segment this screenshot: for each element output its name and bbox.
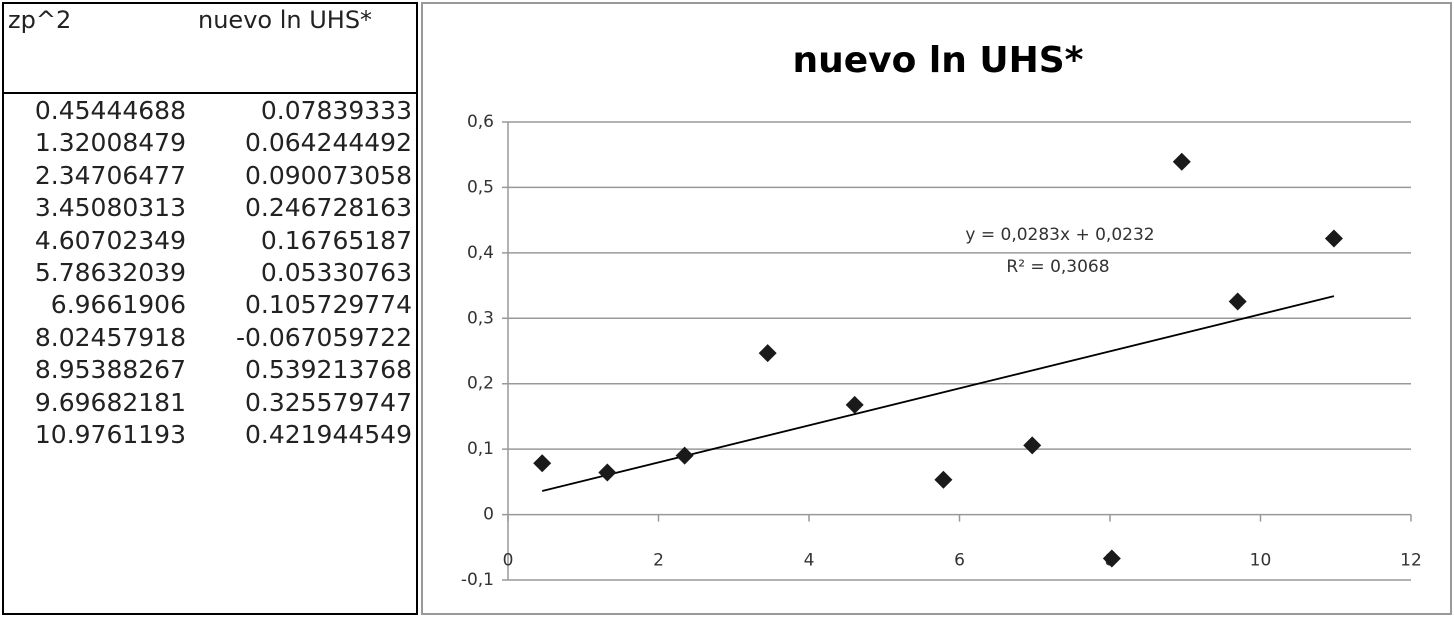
- table-row: 1.32008479 0.064244492: [4, 126, 416, 158]
- trendline-equation: y = 0,0283x + 0,0232: [965, 225, 1154, 245]
- table-row: 10.9761193 0.421944549: [4, 418, 416, 450]
- marker: [934, 470, 953, 489]
- marker: [598, 463, 617, 482]
- table-cell: 0.16765187: [260, 225, 412, 255]
- marker: [675, 446, 694, 465]
- table-cell: 0.325579747: [244, 387, 412, 417]
- y-tick-label: 0,5: [467, 177, 494, 197]
- table-cell: 4.60702349: [34, 225, 186, 255]
- table-cell: 5.78632039: [34, 257, 186, 287]
- table-row: 8.02457918 -0.067059722: [4, 321, 416, 353]
- table-cell: 0.090073058: [244, 160, 412, 190]
- marker: [1172, 152, 1191, 171]
- header-cell: zp^2: [8, 6, 72, 34]
- marker: [1023, 436, 1042, 455]
- x-tick-label: 10: [1250, 551, 1272, 571]
- marker: [1102, 549, 1121, 568]
- table-cell: 0.539213768: [244, 355, 412, 385]
- y-tick-label: 0,4: [467, 243, 494, 263]
- table-cell: 10.9761193: [34, 419, 186, 449]
- x-tick-label: 0: [503, 551, 514, 571]
- table-cell: 0.45444688: [34, 96, 186, 125]
- table-cell: 9.69682181: [34, 387, 186, 417]
- marker: [845, 395, 864, 414]
- table-cell: 3.45080313: [34, 193, 186, 223]
- table-row: 0.45444688 0.07839333: [4, 94, 416, 126]
- y-tick-label: -0,1: [461, 570, 494, 590]
- x-tick-label: 4: [804, 551, 815, 571]
- table-cell: 8.02457918: [34, 322, 186, 352]
- y-tick-label: 0,2: [467, 374, 494, 394]
- table-cell: 0.246728163: [244, 193, 412, 223]
- table-cell: 0.07839333: [260, 96, 412, 125]
- y-tick-label: 0,1: [467, 439, 494, 459]
- table-header: zp^2 nuevo ln UHS*: [4, 4, 416, 94]
- marker: [1228, 292, 1247, 311]
- table-cell: 0.064244492: [244, 128, 412, 158]
- table-cell: 6.9661906: [50, 290, 186, 320]
- table-body: 0.45444688 0.07839333 1.32008479 0.06424449…: [4, 94, 416, 450]
- y-tick-label: 0,6: [467, 112, 494, 132]
- trendline-r2: R² = 0,3068: [1006, 257, 1109, 277]
- header-cell: nuevo ln UHS*: [198, 6, 373, 34]
- table: zp^2 nuevo ln UHS* 0.45444688 0.07839333 1…: [2, 2, 418, 615]
- table-cell: 0.421944549: [244, 419, 412, 449]
- table-cell: -0.067059722: [235, 322, 412, 352]
- table-row: 9.69682181 0.325579747: [4, 386, 416, 418]
- chart-frame: [421, 2, 1452, 615]
- table-cell: 2.34706477: [34, 160, 186, 190]
- table-cell: 0.05330763: [260, 257, 412, 287]
- trendline: [541, 295, 1335, 492]
- x-tick-label: 12: [1400, 551, 1422, 571]
- marker: [758, 344, 777, 363]
- y-tick-label: 0: [483, 505, 494, 525]
- table-row: 5.78632039 0.05330763: [4, 256, 416, 288]
- table-cell: 1.32008479: [34, 128, 186, 158]
- table-cell: 0.105729774: [244, 290, 412, 320]
- x-tick-label: 2: [653, 551, 664, 571]
- chart-title: nuevo ln UHS*: [792, 40, 1083, 81]
- table-row: 6.9661906 0.105729774: [4, 288, 416, 320]
- table-cell: 8.95388267: [34, 355, 186, 385]
- table-row: 3.45080313 0.246728163: [4, 191, 416, 223]
- table-row: 4.60702349 0.16765187: [4, 224, 416, 256]
- table-row: 2.34706477 0.090073058: [4, 159, 416, 191]
- x-tick-label: 6: [954, 551, 965, 571]
- y-tick-label: 0,3: [467, 308, 494, 328]
- marker: [533, 454, 552, 473]
- marker: [1324, 229, 1343, 248]
- table-row: 8.95388267 0.539213768: [4, 353, 416, 385]
